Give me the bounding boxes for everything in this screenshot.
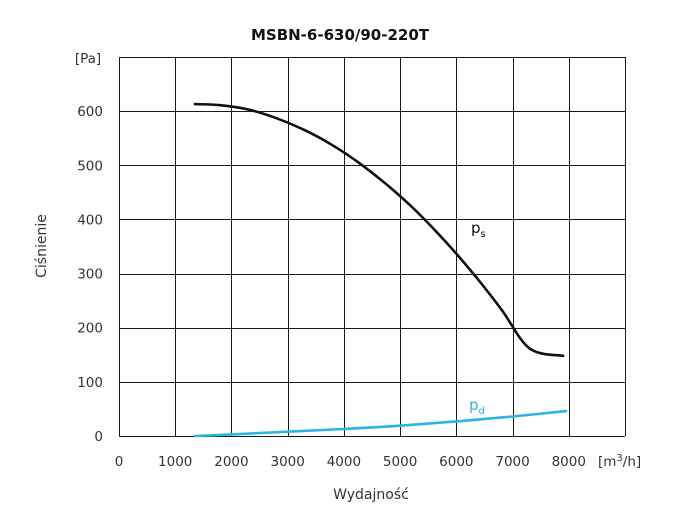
y-tick-label: 100 bbox=[77, 375, 103, 391]
x-tick-label: 4000 bbox=[327, 454, 361, 470]
y-tick-labels: 0 100 200 300 400 500 600 bbox=[77, 104, 103, 445]
y-tick-label: 200 bbox=[77, 321, 103, 337]
x-axis-title: Wydajność bbox=[333, 487, 409, 503]
x-tick-label: 6000 bbox=[439, 454, 473, 470]
x-tick-label: 3000 bbox=[270, 454, 304, 470]
series-group bbox=[193, 102, 568, 438]
series-label-ps: ps bbox=[471, 219, 486, 240]
series-label-ps-sub: s bbox=[481, 229, 486, 240]
y-tick-label: 0 bbox=[94, 429, 103, 445]
x-unit-label: [m3/h] bbox=[598, 453, 641, 470]
x-unit-exp: 3 bbox=[616, 453, 622, 464]
x-tick-label: 2000 bbox=[214, 454, 248, 470]
x-tick-label: 5000 bbox=[383, 454, 417, 470]
x-tick-label: 0 bbox=[115, 454, 124, 470]
series-label-pd-base: p bbox=[469, 396, 479, 414]
x-tick-label: 7000 bbox=[495, 454, 529, 470]
y-tick-label: 400 bbox=[77, 212, 103, 228]
x-tick-labels: 0 1000 2000 3000 4000 5000 6000 7000 8000 bbox=[115, 454, 586, 470]
y-unit-label: [Pa] bbox=[75, 51, 101, 67]
y-tick-label: 600 bbox=[77, 104, 103, 120]
y-tick-label: 300 bbox=[77, 267, 103, 283]
x-tick-label: 1000 bbox=[158, 454, 192, 470]
x-tick-label: 8000 bbox=[552, 454, 586, 470]
series-label-ps-base: p bbox=[471, 219, 481, 237]
x-unit-suffix: /h] bbox=[623, 454, 641, 470]
series-label-pd: pd bbox=[469, 396, 485, 417]
y-tick-label: 500 bbox=[77, 158, 103, 174]
chart-title: MSBN-6-630/90-220T bbox=[251, 26, 430, 44]
x-unit-prefix: [m bbox=[598, 454, 616, 470]
series-line-ps bbox=[193, 102, 565, 358]
grid bbox=[119, 57, 626, 437]
y-axis-title: Ciśnienie bbox=[34, 214, 50, 278]
series-label-pd-sub: d bbox=[479, 406, 485, 417]
series-line-pd bbox=[193, 409, 568, 438]
